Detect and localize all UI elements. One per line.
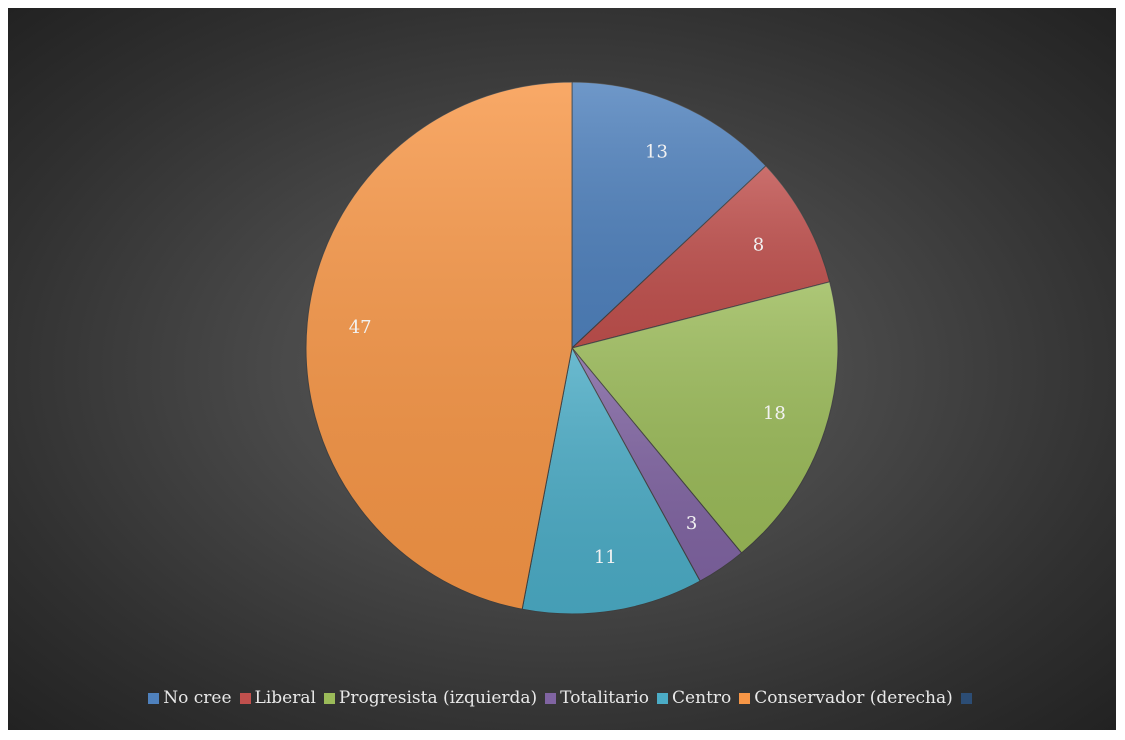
legend-swatch-no-cree <box>148 692 160 704</box>
legend-label-no-cree: No cree <box>163 688 232 708</box>
pie-slice-shade-conservador <box>305 82 572 610</box>
legend-item-centro: Centro <box>657 688 731 708</box>
legend-item-unnamed <box>960 692 976 704</box>
data-label-liberal: 8 <box>753 234 764 255</box>
legend-item-liberal: Liberal <box>239 688 316 708</box>
pie-slice-shade-no-cree <box>572 82 766 348</box>
legend-swatch-conservador <box>739 692 751 704</box>
data-label-no-cree: 13 <box>645 142 668 163</box>
legend-item-totalitario: Totalitario <box>545 688 649 708</box>
legend-item-progresista: Progresista (izquierda) <box>323 688 538 708</box>
pie-slice-shade-centro <box>522 348 701 614</box>
legend-label-progresista: Progresista (izquierda) <box>338 688 538 708</box>
pie-chart: 13 8 18 3 11 47 <box>305 81 839 615</box>
legend: No cree Liberal Progresista (izquierda) Tot… <box>8 688 1116 708</box>
data-label-centro: 11 <box>594 547 617 568</box>
legend-label-conservador: Conservador (derecha) <box>754 688 953 708</box>
pie-slice-shade-totalitario <box>572 348 742 582</box>
legend-swatch-totalitario <box>545 692 557 704</box>
pie-data-labels: 13 8 18 3 11 47 <box>349 142 786 568</box>
chart-area: 13 8 18 3 11 47 No cree Liberal Progresista (iz… <box>8 8 1116 730</box>
legend-swatch-unnamed <box>960 692 972 704</box>
data-label-totalitario: 3 <box>686 513 697 534</box>
legend-label-centro: Centro <box>672 688 732 708</box>
legend-swatch-liberal <box>239 692 251 704</box>
legend-item-conservador: Conservador (derecha) <box>739 688 953 708</box>
legend-swatch-progresista <box>323 692 335 704</box>
pie-slices <box>305 81 839 615</box>
legend-label-liberal: Liberal <box>254 688 316 708</box>
pie-slice-shade-progresista <box>572 281 839 553</box>
legend-label-totalitario: Totalitario <box>560 688 650 708</box>
data-label-conservador: 47 <box>349 317 372 338</box>
legend-item-no-cree: No cree <box>148 688 232 708</box>
legend-swatch-centro <box>657 692 669 704</box>
data-label-progresista: 18 <box>763 403 786 424</box>
pie-slice-shade-liberal <box>572 165 830 348</box>
